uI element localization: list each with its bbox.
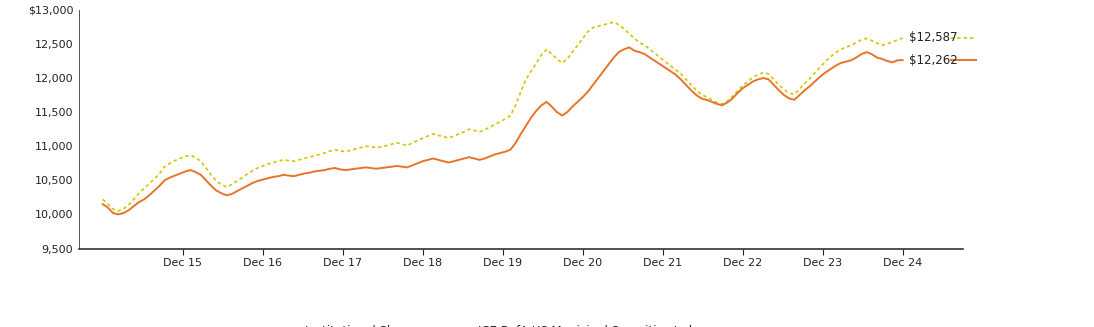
Text: $12,587: $12,587 — [909, 31, 957, 44]
Text: $12,262: $12,262 — [909, 54, 958, 67]
Legend: Institutional Shares, ICE BofA US Municipal Securities Index: Institutional Shares, ICE BofA US Munici… — [260, 320, 710, 327]
